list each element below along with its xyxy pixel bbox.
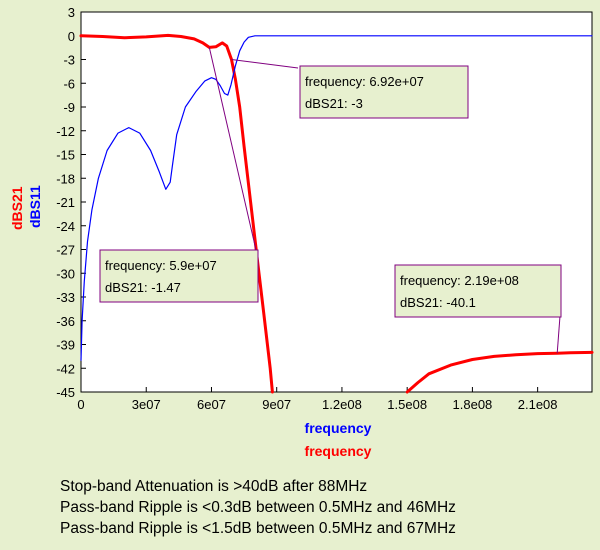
annotation-frequency-label: frequency: 5.9e+07 (105, 258, 217, 273)
y-tick-label: -24 (56, 219, 75, 234)
y-tick-label: -39 (56, 338, 75, 353)
annotation-leader-line (231, 59, 299, 69)
x-axis-label-s11: frequency (305, 420, 372, 436)
y-ticks: 3 0 -3 -6 -9 -12 -15 -18 -21 -24 -27 -30 -33 -36 -39 -4… (56, 5, 86, 400)
y-tick-label: 3 (68, 5, 75, 20)
x-tick-label: 9e07 (262, 397, 291, 412)
y-tick-label: -42 (56, 361, 75, 376)
note-ripple-46mhz: Pass-band Ripple is <0.3dB between 0.5MH… (60, 499, 456, 516)
x-ticks: 0 3e07 6e07 9e07 1.2e08 1.5e08 1.8e08 2.1e08 (77, 387, 558, 412)
y-tick-label: -12 (56, 124, 75, 139)
series-line-dbs11 (80, 35, 593, 361)
y-axis-label-s21: dBS21 (9, 186, 25, 230)
y-tick-label: -15 (56, 148, 75, 163)
annotation-box (299, 65, 469, 119)
annotation-value-label: dBS21: -3 (305, 96, 363, 111)
y-tick-label: -6 (63, 76, 75, 91)
chart: 3 0 -3 -6 -9 -12 -15 -18 -21 -24 -27 -30 -33 -36 -39 -4… (9, 5, 594, 459)
annotation-value-label: dBS21: -40.1 (400, 295, 476, 310)
x-tick-label: 1.8e08 (453, 397, 493, 412)
x-tick-label: 6e07 (197, 397, 226, 412)
filter-notes: Stop-band Attenuation is >40dB after 88M… (60, 476, 456, 539)
annotation-leader-line (556, 315, 561, 354)
annotation-frequency-label: frequency: 2.19e+08 (400, 273, 519, 288)
y-tick-label: -33 (56, 290, 75, 305)
x-axis-label-s21: frequency (305, 443, 372, 459)
series-line-dbs21 (79, 33, 274, 394)
note-stopband: Stop-band Attenuation is >40dB after 88M… (60, 478, 368, 495)
y-tick-label: -3 (63, 53, 75, 68)
x-tick-label: 3e07 (132, 397, 161, 412)
y-tick-label: -45 (56, 385, 75, 400)
y-tick-label: 0 (68, 29, 75, 44)
series-line-dbs21 (405, 350, 594, 394)
y-tick-label: -9 (63, 100, 75, 115)
annotation-box (394, 264, 562, 318)
annotation-box (99, 249, 259, 303)
y-tick-label: -18 (56, 171, 75, 186)
y-tick-label: -21 (56, 195, 75, 210)
annotation-layer: frequency: 6.92e+07 dBS21: -3 frequency: 5… (99, 47, 562, 354)
y-tick-label: -27 (56, 243, 75, 258)
y-axis-label-s11: dBS11 (27, 185, 43, 228)
x-tick-label: 2.1e08 (518, 397, 558, 412)
x-tick-label: 0 (77, 397, 84, 412)
y-tick-label: -30 (56, 266, 75, 281)
series-layer (79, 33, 594, 394)
note-ripple-67mhz: Pass-band Ripple is <1.5dB between 0.5MH… (60, 520, 456, 537)
annotation-value-label: dBS21: -1.47 (105, 280, 181, 295)
annotation-leader-line (208, 47, 257, 251)
x-tick-label: 1.5e08 (387, 397, 427, 412)
x-tick-label: 1.2e08 (322, 397, 362, 412)
y-tick-label: -36 (56, 314, 75, 329)
annotation-frequency-label: frequency: 6.92e+07 (305, 74, 424, 89)
